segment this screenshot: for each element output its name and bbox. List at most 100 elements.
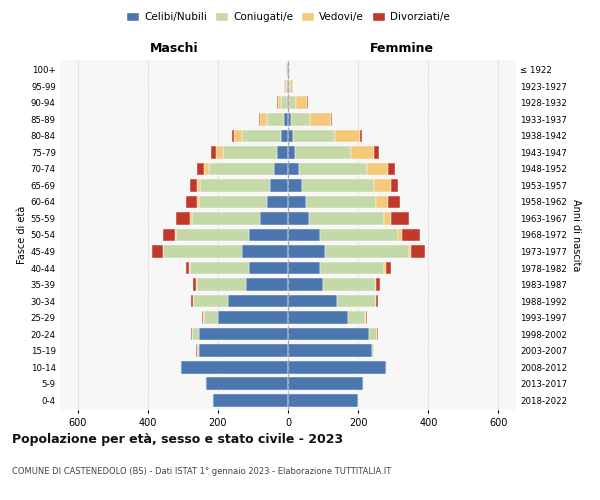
Bar: [293, 130, 335, 142]
Bar: [152, 245, 163, 258]
Bar: [246, 278, 288, 291]
Bar: [365, 311, 367, 324]
Bar: [288, 130, 293, 142]
Bar: [163, 245, 242, 258]
Bar: [325, 245, 409, 258]
Bar: [305, 196, 376, 208]
Bar: [288, 328, 368, 340]
Bar: [284, 80, 286, 93]
Bar: [288, 80, 289, 93]
Bar: [250, 228, 288, 241]
Bar: [223, 146, 277, 159]
Bar: [320, 228, 398, 241]
Bar: [402, 228, 419, 241]
Bar: [288, 262, 320, 274]
Bar: [186, 196, 197, 208]
Bar: [197, 278, 246, 291]
Bar: [260, 212, 288, 225]
Bar: [289, 64, 290, 76]
Bar: [307, 96, 308, 110]
Bar: [372, 344, 374, 357]
Bar: [385, 262, 386, 274]
Bar: [259, 113, 260, 126]
Bar: [199, 196, 267, 208]
Bar: [288, 162, 299, 175]
Bar: [186, 262, 190, 274]
Bar: [411, 245, 425, 258]
Legend: Celibi/Nubili, Coniugati/e, Vedovi/e, Divorziati/e: Celibi/Nubili, Coniugati/e, Vedovi/e, Di…: [122, 8, 454, 26]
Bar: [288, 228, 320, 241]
Bar: [180, 360, 181, 374]
Bar: [181, 360, 288, 374]
Bar: [368, 328, 377, 340]
Bar: [288, 360, 386, 374]
Bar: [377, 328, 378, 340]
Bar: [193, 278, 196, 291]
Bar: [288, 394, 358, 406]
Bar: [337, 294, 376, 308]
Bar: [190, 179, 197, 192]
Bar: [197, 196, 199, 208]
Bar: [386, 262, 391, 274]
Bar: [409, 245, 411, 258]
Bar: [211, 146, 216, 159]
Bar: [267, 113, 284, 126]
Bar: [320, 262, 385, 274]
Bar: [197, 179, 200, 192]
Bar: [288, 294, 337, 308]
Bar: [289, 96, 296, 110]
Bar: [391, 179, 398, 192]
Bar: [242, 245, 288, 258]
Bar: [288, 179, 302, 192]
Bar: [191, 294, 193, 308]
Bar: [287, 96, 288, 110]
Bar: [232, 130, 233, 142]
Bar: [202, 311, 203, 324]
Bar: [286, 80, 287, 93]
Bar: [376, 196, 388, 208]
Bar: [299, 162, 367, 175]
Bar: [386, 360, 387, 374]
Text: Popolazione per età, sesso e stato civile - 2023: Popolazione per età, sesso e stato civil…: [12, 432, 343, 446]
Bar: [278, 96, 281, 110]
Bar: [197, 162, 204, 175]
Bar: [271, 179, 288, 192]
Bar: [309, 212, 385, 225]
Bar: [302, 179, 374, 192]
Bar: [242, 130, 281, 142]
Bar: [163, 228, 175, 241]
Bar: [190, 262, 250, 274]
Bar: [360, 130, 362, 142]
Bar: [376, 294, 378, 308]
Bar: [204, 162, 209, 175]
Y-axis label: Fasce di età: Fasce di età: [17, 206, 26, 264]
Bar: [291, 113, 310, 126]
Text: Femmine: Femmine: [370, 42, 434, 55]
Bar: [374, 179, 391, 192]
Bar: [288, 146, 295, 159]
Bar: [209, 162, 274, 175]
Bar: [250, 262, 288, 274]
Text: Maschi: Maschi: [149, 42, 199, 55]
Bar: [288, 113, 291, 126]
Bar: [288, 278, 323, 291]
Bar: [216, 146, 223, 159]
Bar: [176, 212, 190, 225]
Bar: [205, 377, 206, 390]
Bar: [358, 394, 359, 406]
Bar: [347, 311, 365, 324]
Bar: [310, 113, 331, 126]
Bar: [260, 113, 267, 126]
Bar: [288, 311, 347, 324]
Bar: [323, 278, 376, 291]
Bar: [287, 64, 288, 76]
Bar: [388, 162, 395, 175]
Bar: [197, 344, 199, 357]
Bar: [288, 245, 325, 258]
Bar: [281, 130, 288, 142]
Bar: [199, 344, 288, 357]
Bar: [212, 394, 288, 406]
Bar: [391, 212, 409, 225]
Bar: [288, 64, 289, 76]
Bar: [289, 80, 290, 93]
